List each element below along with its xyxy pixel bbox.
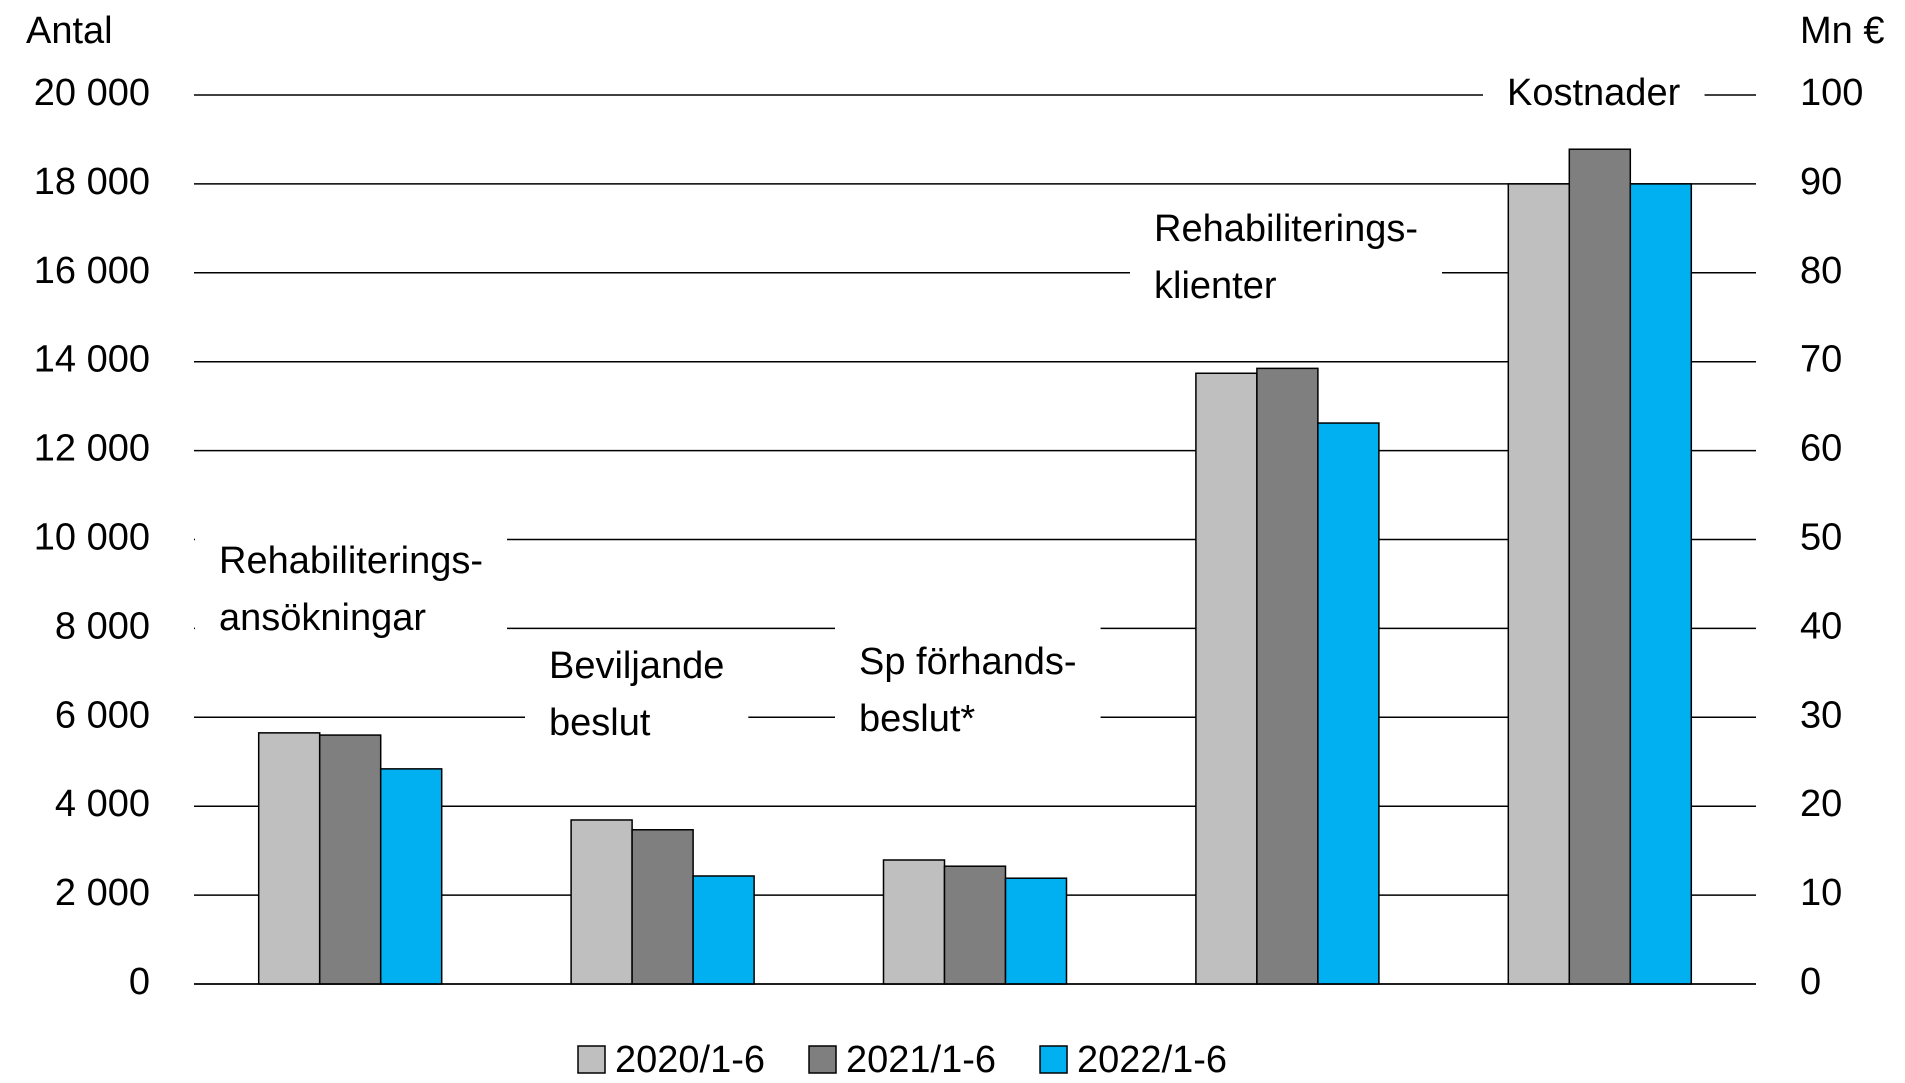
y2-tick-label: 40 [1800,605,1842,647]
y-tick-label: 10 000 [34,517,150,559]
y-tick-label: 12 000 [34,428,150,470]
category-label-line: Rehabiliterings- [219,540,483,582]
category-label-line: Beviljande [549,645,724,687]
bar [379,768,443,985]
y-tick-label: 2 000 [55,872,150,914]
legend-label: 2022/1-6 [1077,1039,1227,1081]
category-label: Rehabiliterings-ansökningar [195,526,508,654]
category-label-line: Sp förhands- [859,641,1077,683]
category-label-line: beslut [549,702,651,744]
bar [1317,422,1380,985]
category-label: Beviljande beslut [525,631,749,759]
y-tick-label: 0 [129,961,150,1003]
bar [1195,372,1258,985]
y2-tick-label: 90 [1800,161,1842,203]
bar [692,875,755,985]
legend-label: 2020/1-6 [615,1039,765,1081]
label-background [1483,58,1705,129]
y2-tick-label: 30 [1800,694,1842,736]
bar [1256,367,1319,985]
bar [1507,183,1571,985]
bar [943,865,1007,985]
y-tick-label: 18 000 [34,161,150,203]
y2-tick-label: 80 [1800,250,1842,292]
y-tick-label: 6 000 [55,694,150,736]
bar [1568,148,1632,985]
y2-axis-title: Mn € [1800,10,1884,52]
label-background [525,631,749,759]
bar [257,732,321,985]
bar [1004,877,1068,985]
category-label: Kostnader [1483,58,1705,129]
bar [570,819,633,985]
label-background [835,627,1101,755]
y2-tick-label: 0 [1800,961,1821,1003]
y2-tick-label: 50 [1800,517,1842,559]
y-tick-label: 8 000 [55,605,150,647]
category-label: Sp förhands-beslut* [835,627,1101,755]
category-label: Rehabiliterings-klienter [1130,194,1443,322]
y-tick-label: 20 000 [34,72,150,114]
bar [1629,183,1693,985]
y2-tick-label: 60 [1800,428,1842,470]
y-tick-label: 16 000 [34,250,150,292]
category-label-line: klienter [1154,265,1277,307]
y-axis-title: Antal [26,10,113,52]
legend-swatch [1039,1045,1068,1074]
bar [882,859,946,985]
y-tick-label: 4 000 [55,783,150,825]
legend-swatch [577,1045,606,1074]
label-background [195,526,508,654]
y2-tick-label: 70 [1800,339,1842,381]
y2-tick-label: 100 [1800,72,1863,114]
category-label-line: ansökningar [219,597,426,639]
y2-tick-label: 10 [1800,872,1842,914]
y-tick-label: 14 000 [34,339,150,381]
bar [318,734,382,985]
label-background [1130,194,1443,322]
legend-swatch [808,1045,837,1074]
legend-label: 2021/1-6 [846,1039,996,1081]
category-label-line: Kostnader [1507,72,1681,114]
category-label-line: beslut* [859,698,975,740]
bar [631,829,694,985]
y2-tick-label: 20 [1800,783,1842,825]
category-label-line: Rehabiliterings- [1154,208,1418,250]
